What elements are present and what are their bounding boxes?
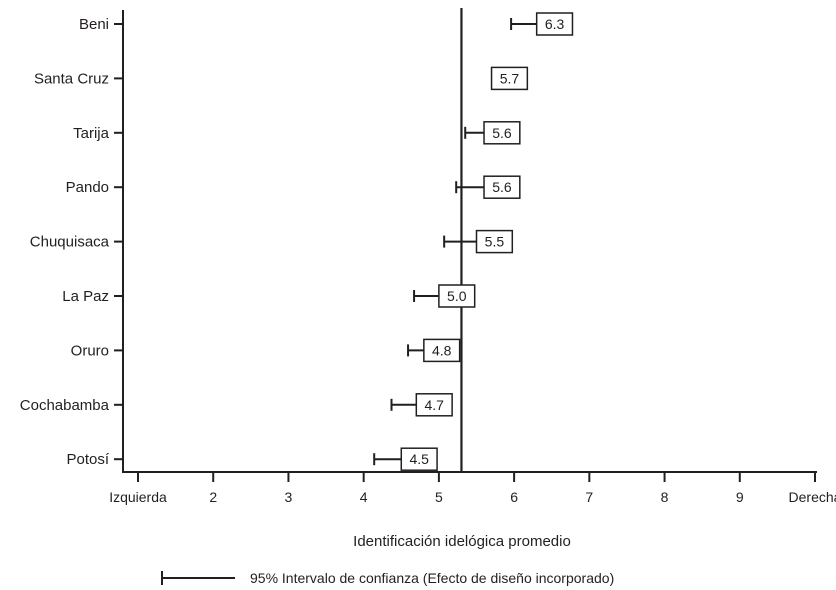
data-label: 4.7 (424, 397, 444, 413)
value-box (483, 121, 521, 145)
legend: 95% Intervalo de confianza (Efecto de di… (161, 570, 614, 586)
x-tick-label: 8 (661, 489, 669, 505)
x-tick-label: Derecha (789, 489, 836, 505)
x-tick-label: Izquierda (109, 489, 167, 505)
data-label: 4.8 (432, 342, 452, 358)
value-box (490, 66, 529, 91)
x-tick-label: 4 (360, 489, 368, 505)
plot-area: Izquierda 2 3 4 5 6 7 8 9 Derecha Beni 6.3 Santa Cru… (20, 8, 836, 505)
data-label: 5.5 (485, 234, 505, 250)
category-label: La Paz (62, 288, 109, 305)
category-label: Pando (66, 179, 109, 196)
legend-label: 95% Intervalo de confianza (Efecto de di… (250, 570, 614, 586)
value-box (415, 393, 453, 417)
value-box (400, 447, 438, 471)
category-label: Oruro (71, 342, 109, 359)
data-label: 5.6 (492, 125, 512, 141)
category-label: Cochabamba (20, 397, 110, 414)
x-tick-label: 2 (209, 489, 217, 505)
category-label: Beni (79, 16, 109, 33)
category-label: Tarija (73, 125, 110, 142)
value-box (475, 229, 514, 254)
data-label: 5.7 (500, 70, 520, 86)
value-box (535, 12, 574, 36)
category-label: Potosí (66, 451, 109, 468)
x-tick-label: 5 (435, 489, 443, 505)
data-label: 5.6 (492, 179, 512, 195)
category-label: Chuquisaca (30, 234, 110, 251)
value-box (483, 175, 521, 199)
data-label: 5.0 (447, 288, 467, 304)
data-label: 4.5 (409, 451, 429, 467)
x-tick-label: 3 (285, 489, 293, 505)
category-label: Santa Cruz (34, 70, 109, 87)
x-tick-label: 6 (510, 489, 518, 505)
legend-swatch (161, 571, 235, 585)
x-axis-title: Identificación idelógica promedio (353, 533, 571, 550)
x-tick-label: 9 (736, 489, 744, 505)
data-label: 6.3 (545, 16, 565, 32)
value-box (438, 284, 476, 308)
value-box (423, 338, 461, 363)
x-tick-label: 7 (585, 489, 593, 505)
